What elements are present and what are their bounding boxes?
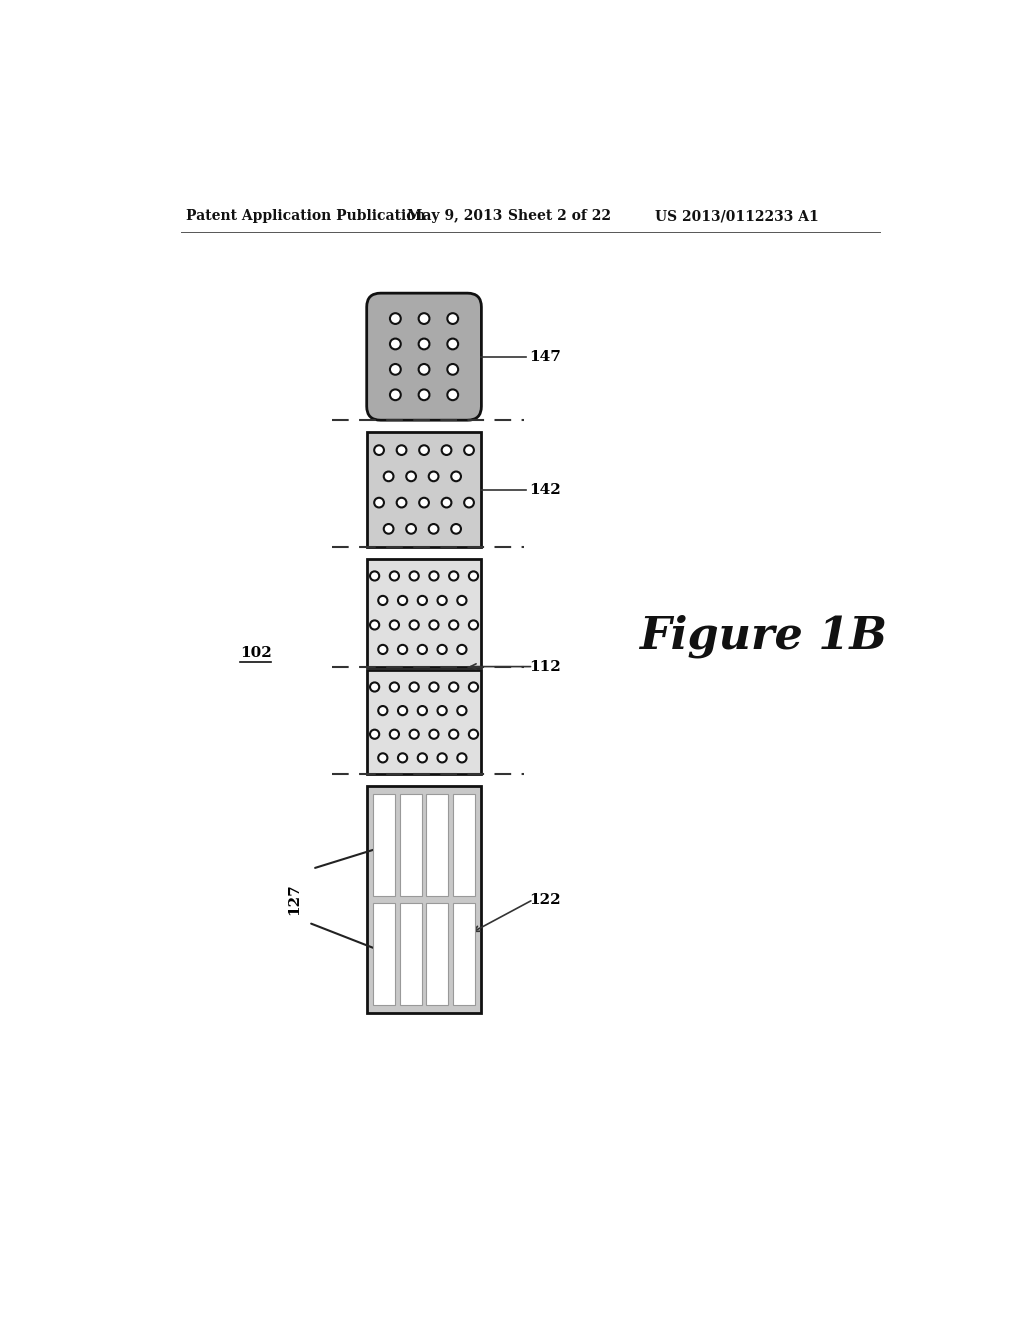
- Circle shape: [390, 730, 399, 739]
- Circle shape: [469, 620, 478, 630]
- FancyBboxPatch shape: [367, 293, 481, 420]
- Circle shape: [469, 682, 478, 692]
- Circle shape: [447, 364, 458, 375]
- Bar: [453, 793, 475, 896]
- Circle shape: [441, 445, 452, 455]
- Circle shape: [407, 471, 416, 482]
- Text: 112: 112: [529, 660, 561, 673]
- Circle shape: [390, 682, 399, 692]
- Circle shape: [418, 595, 427, 605]
- Circle shape: [398, 595, 408, 605]
- Circle shape: [458, 645, 467, 653]
- Circle shape: [390, 389, 400, 400]
- Circle shape: [429, 572, 438, 581]
- Bar: [373, 903, 395, 1006]
- Circle shape: [464, 498, 474, 507]
- Circle shape: [419, 364, 429, 375]
- Circle shape: [390, 313, 400, 323]
- Circle shape: [418, 754, 427, 763]
- Circle shape: [419, 445, 429, 455]
- Circle shape: [450, 730, 459, 739]
- Circle shape: [398, 706, 408, 715]
- Text: US 2013/0112233 A1: US 2013/0112233 A1: [655, 209, 819, 223]
- Circle shape: [374, 445, 384, 455]
- Circle shape: [419, 389, 429, 400]
- Circle shape: [447, 339, 458, 350]
- Circle shape: [378, 645, 387, 653]
- Circle shape: [450, 620, 459, 630]
- Text: 127: 127: [287, 883, 301, 915]
- Bar: [367, 785, 481, 1014]
- Circle shape: [390, 572, 399, 581]
- Circle shape: [429, 524, 438, 533]
- Circle shape: [396, 445, 407, 455]
- Circle shape: [429, 682, 438, 692]
- Bar: [453, 903, 475, 1006]
- Circle shape: [450, 682, 459, 692]
- Circle shape: [419, 339, 429, 350]
- Circle shape: [429, 471, 438, 482]
- Circle shape: [418, 706, 427, 715]
- Circle shape: [429, 730, 438, 739]
- Circle shape: [452, 524, 461, 533]
- Bar: [373, 793, 395, 896]
- Circle shape: [418, 645, 427, 653]
- Circle shape: [396, 498, 407, 507]
- Circle shape: [410, 730, 419, 739]
- Circle shape: [410, 572, 419, 581]
- Circle shape: [447, 389, 458, 400]
- Circle shape: [469, 572, 478, 581]
- Circle shape: [437, 754, 446, 763]
- Circle shape: [390, 364, 400, 375]
- Circle shape: [390, 339, 400, 350]
- Circle shape: [370, 620, 379, 630]
- Circle shape: [398, 754, 408, 763]
- Circle shape: [447, 313, 458, 323]
- Circle shape: [398, 645, 408, 653]
- Circle shape: [458, 706, 467, 715]
- Circle shape: [458, 754, 467, 763]
- Text: Sheet 2 of 22: Sheet 2 of 22: [508, 209, 610, 223]
- Circle shape: [437, 645, 446, 653]
- Circle shape: [370, 682, 379, 692]
- Circle shape: [378, 706, 387, 715]
- Circle shape: [429, 620, 438, 630]
- Circle shape: [441, 498, 452, 507]
- Circle shape: [378, 595, 387, 605]
- Bar: [426, 903, 449, 1006]
- Bar: [367, 558, 481, 667]
- Circle shape: [410, 682, 419, 692]
- Circle shape: [419, 313, 429, 323]
- Text: 142: 142: [529, 483, 561, 496]
- Text: 122: 122: [529, 892, 561, 907]
- Circle shape: [452, 471, 461, 482]
- Bar: [367, 432, 481, 548]
- Circle shape: [384, 524, 393, 533]
- Bar: [399, 793, 422, 896]
- Circle shape: [370, 572, 379, 581]
- Circle shape: [384, 471, 393, 482]
- Circle shape: [374, 498, 384, 507]
- Text: May 9, 2013: May 9, 2013: [407, 209, 503, 223]
- Circle shape: [410, 620, 419, 630]
- Circle shape: [390, 620, 399, 630]
- Circle shape: [370, 730, 379, 739]
- Text: 147: 147: [529, 350, 561, 364]
- Circle shape: [437, 706, 446, 715]
- Bar: [367, 671, 481, 775]
- Bar: [426, 793, 449, 896]
- Circle shape: [437, 595, 446, 605]
- Text: Patent Application Publication: Patent Application Publication: [186, 209, 426, 223]
- Circle shape: [458, 595, 467, 605]
- Circle shape: [464, 445, 474, 455]
- Circle shape: [450, 572, 459, 581]
- Circle shape: [419, 498, 429, 507]
- Circle shape: [469, 730, 478, 739]
- Text: Figure 1B: Figure 1B: [640, 614, 888, 657]
- Bar: [399, 903, 422, 1006]
- Text: 102: 102: [241, 645, 272, 660]
- Circle shape: [378, 754, 387, 763]
- Circle shape: [407, 524, 416, 533]
